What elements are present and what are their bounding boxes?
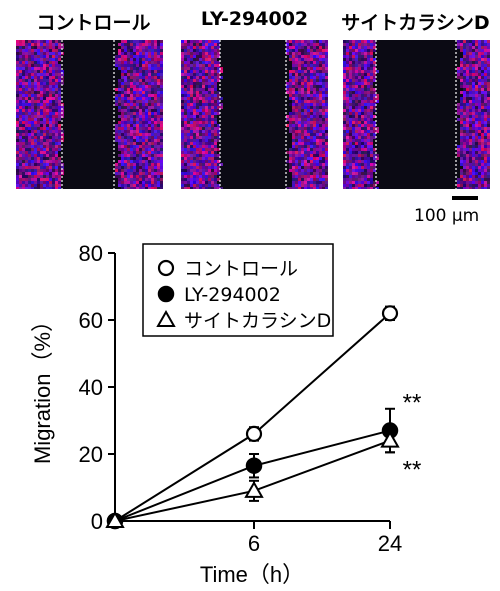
scale-bar [452,196,478,200]
marker-filled-circle [245,457,263,474]
cell-texture [16,40,163,189]
x-tick-label: 6 [248,531,260,556]
migration-chart: 0 20 40 60 80 6 24 Time（h） Migration（%） ** ** コントロー… [30,241,422,587]
series-markers-2 [105,430,400,528]
micrograph-control [16,40,163,189]
y-tick-label: 40 [79,375,103,400]
legend-label: サイトカラシンD [184,310,331,332]
significance-marker: ** [403,456,422,483]
micrograph-ly294002 [181,40,328,189]
significance-marker: ** [403,389,422,416]
legend: コントロール LY-294002 サイトカラシンD [142,243,334,337]
y-tick-label: 0 [91,509,103,534]
marker-open-triangle [156,309,176,327]
marker-filled-circle [157,285,175,303]
panel-title-ly294002: LY-294002 [200,8,309,30]
y-axis-label: Migration（%） [30,310,55,464]
x-axis-label: Time（h） [200,562,304,587]
marker-open-triangle [105,510,125,528]
marker-open-triangle [380,430,400,448]
series-line [114,429,391,522]
marker-open-circle [381,305,399,322]
legend-label: コントロール [184,258,298,280]
marker-open-triangle [244,480,264,498]
micrograph-cytochalasin-d [343,40,490,189]
y-tick-label: 80 [79,241,103,266]
scale-bar-label: 100 μm [414,206,480,226]
cell-texture [343,40,490,189]
cell-texture [181,40,328,189]
marker-open-circle [157,259,175,277]
marker-open-circle [245,425,263,442]
panel-title-control: コントロール [36,12,151,34]
x-tick-label: 24 [378,531,402,556]
legend-box [142,243,334,337]
legend-label: LY-294002 [184,284,281,306]
panel-title-cytochalasin-d: サイトカラシンD [341,12,490,34]
y-tick-label: 20 [79,442,103,467]
y-tick-label: 60 [79,308,103,333]
